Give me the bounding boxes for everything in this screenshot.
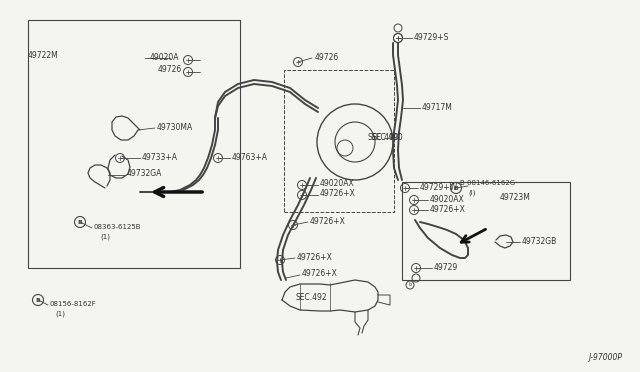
Text: 49722M: 49722M xyxy=(28,51,59,60)
Text: J-97000P: J-97000P xyxy=(588,353,622,362)
Text: 49020AX: 49020AX xyxy=(320,180,355,189)
Text: 49726+X: 49726+X xyxy=(430,205,466,214)
Text: 49717M: 49717M xyxy=(422,103,453,112)
Text: 49733+A: 49733+A xyxy=(142,153,178,161)
Bar xyxy=(28,20,240,268)
Text: 08156-8162F: 08156-8162F xyxy=(50,301,97,307)
Text: 49729: 49729 xyxy=(434,263,458,272)
Bar xyxy=(402,182,570,280)
Text: B: B xyxy=(36,298,40,302)
Text: 49726+X: 49726+X xyxy=(302,269,338,279)
Bar xyxy=(284,70,394,212)
Text: 49726+X: 49726+X xyxy=(310,217,346,225)
Text: 49732GA: 49732GA xyxy=(127,170,163,179)
Text: SEC.492: SEC.492 xyxy=(295,294,326,302)
Text: b: b xyxy=(408,282,412,288)
Text: 49732GB: 49732GB xyxy=(522,237,557,246)
Text: (1): (1) xyxy=(55,311,65,317)
Text: 49726: 49726 xyxy=(315,52,339,61)
Text: 49763+A: 49763+A xyxy=(232,153,268,161)
Text: B 08146-6162G: B 08146-6162G xyxy=(460,180,515,186)
Text: B: B xyxy=(454,186,458,190)
Text: 49723M: 49723M xyxy=(500,193,531,202)
Text: 49020AX: 49020AX xyxy=(430,195,465,203)
Text: 49726+X: 49726+X xyxy=(320,189,356,199)
Text: 49729+W: 49729+W xyxy=(420,183,458,192)
Text: SEC.490: SEC.490 xyxy=(372,134,404,142)
Text: B: B xyxy=(77,219,83,224)
Text: 49729+S: 49729+S xyxy=(414,33,449,42)
Text: 49730MA: 49730MA xyxy=(157,122,193,131)
Text: 49020A: 49020A xyxy=(150,52,179,61)
Text: (I): (I) xyxy=(468,190,476,196)
Text: (1): (1) xyxy=(100,234,110,240)
Text: 08363-6125B: 08363-6125B xyxy=(93,224,141,230)
Text: 49726+X: 49726+X xyxy=(297,253,333,262)
Text: SEC.490: SEC.490 xyxy=(368,134,400,142)
Text: 49726: 49726 xyxy=(158,65,182,74)
